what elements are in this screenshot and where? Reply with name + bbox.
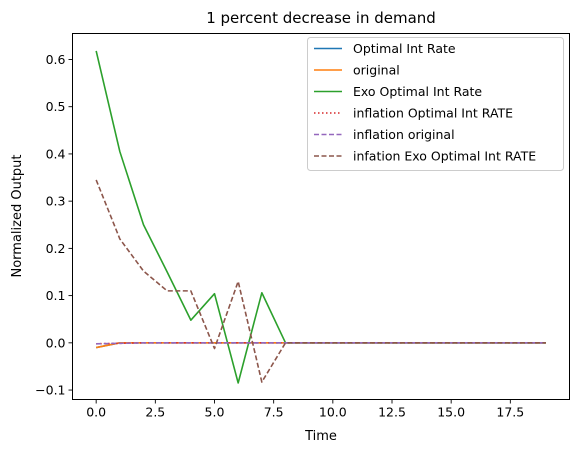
x-tick-label: 10.0 [319,405,347,420]
y-tick-label: 0.6 [46,52,66,67]
y-tick-label: 0.4 [46,146,66,161]
legend-box [307,37,564,171]
legend-label-6: infation Exo Optimal Int RATE [353,149,536,164]
x-tick-label: 12.5 [378,405,406,420]
x-tick-label: 15.0 [437,405,465,420]
chart-title: 1 percent decrease in demand [206,9,436,27]
plot-frame [72,33,570,400]
legend-label-4: inflation Optimal Int RATE [353,106,513,121]
legend-label-3: Exo Optimal Int Rate [353,84,482,99]
y-tick-label: 0.5 [46,99,66,114]
legend-label-5: inflation original [353,127,455,142]
x-axis: 0.0 2.5 5.0 7.5 10.0 12.5 15.0 17.5 [86,399,524,420]
y-axis-label: Normalized Output [10,154,25,277]
y-axis: −0.1 0.0 0.1 0.2 0.3 0.4 0.5 0.6 [35,52,73,398]
x-axis-label: Time [304,429,337,444]
y-tick-label: 0.3 [46,194,66,209]
x-tick-label: 0.0 [86,405,106,420]
y-tick-label: 0.2 [46,241,66,256]
x-tick-label: 2.5 [145,405,165,420]
legend: Optimal Int Rate original Exo Optimal Int … [307,37,564,171]
y-tick-label: 0.1 [46,288,66,303]
series-line-6 [95,179,546,383]
y-tick-label: −0.1 [35,383,65,398]
x-tick-label: 5.0 [205,405,225,420]
x-tick-label: 17.5 [496,405,524,420]
x-tick-label: 7.5 [264,405,284,420]
legend-label-2: original [353,63,400,78]
legend-label-1: Optimal Int Rate [353,41,456,56]
plot-area [95,50,546,384]
y-tick-label: 0.0 [46,335,66,350]
